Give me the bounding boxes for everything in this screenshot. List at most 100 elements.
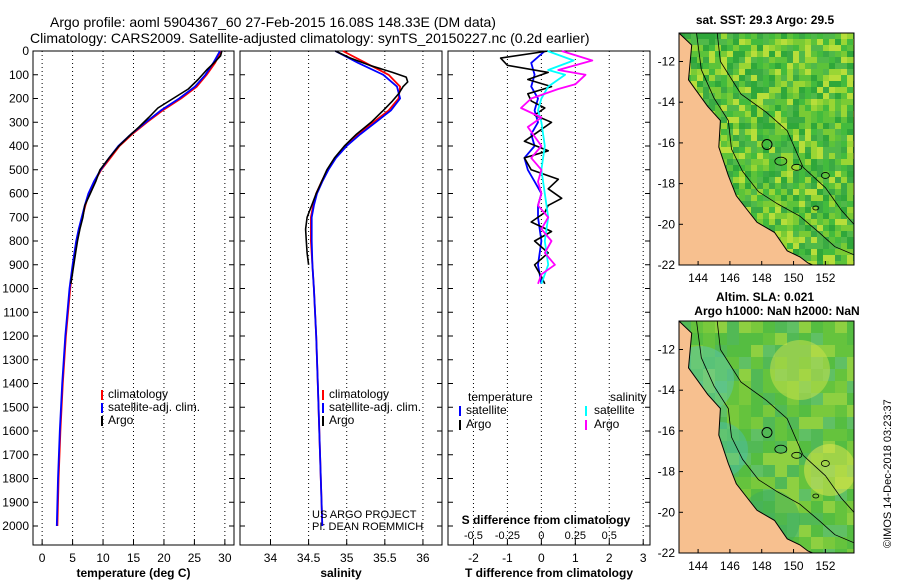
ocean-cell [703, 69, 709, 75]
ocean-cell [733, 165, 739, 171]
ocean-cell [793, 201, 799, 207]
ocean-cell [775, 213, 781, 219]
ocean-cell [847, 45, 853, 51]
x-tick-label: 34 [264, 551, 278, 565]
reef-outline [774, 156, 788, 166]
ocean-cell [829, 117, 835, 123]
ocean-cell [697, 51, 703, 57]
ocean-cell [715, 81, 721, 87]
ocean-cell [829, 153, 835, 159]
ocean-cell [835, 369, 847, 381]
ocean-cell [721, 99, 727, 105]
ocean-cell [751, 63, 757, 69]
map-frame [678, 32, 855, 266]
argo-float-marker [761, 139, 773, 151]
ocean-cell [769, 111, 775, 117]
ocean-cell [739, 105, 745, 111]
ocean-cell [739, 51, 745, 57]
ocean-cell [805, 153, 811, 159]
ocean-cell [745, 99, 751, 105]
ocean-cell [817, 201, 823, 207]
ocean-cell [847, 489, 854, 501]
ocean-cell [811, 333, 823, 345]
ocean-cell [823, 135, 829, 141]
ocean-cell [775, 219, 781, 225]
ocean-cell [733, 45, 739, 51]
ocean-cell [745, 123, 751, 129]
ocean-cell [841, 63, 847, 69]
ocean-cell [751, 33, 757, 39]
ocean-cell [799, 201, 805, 207]
ocean-cell [781, 219, 787, 225]
ocean-cell [751, 165, 757, 171]
map-x-tick-label: 150 [784, 559, 804, 573]
ocean-cell [799, 243, 805, 249]
ocean-cell [757, 45, 763, 51]
ocean-cell [733, 69, 739, 75]
ocean-cell [781, 225, 787, 231]
ocean-cell [793, 39, 799, 45]
ocean-cell [769, 87, 775, 93]
ocean-cell [841, 165, 847, 171]
ocean-cell [757, 213, 763, 219]
ocean-cell [793, 99, 799, 105]
ocean-cell [817, 87, 823, 93]
ocean-cell [781, 147, 787, 153]
ocean-cell [811, 69, 817, 75]
ocean-cell [715, 33, 721, 39]
ocean-cell [787, 405, 799, 417]
ocean-cell [739, 369, 751, 381]
ocean-cell [739, 33, 745, 39]
ocean-cell [829, 39, 835, 45]
ocean-cell [775, 171, 781, 177]
ocean-cell [703, 99, 709, 105]
ocean-cell [775, 159, 781, 165]
ocean-cell [787, 321, 799, 333]
ocean-cell [787, 153, 793, 159]
ocean-cell [835, 393, 847, 405]
ocean-cell [781, 51, 787, 57]
ocean-cell [745, 177, 751, 183]
reef-outline [791, 163, 803, 171]
ocean-cell [739, 57, 745, 63]
ocean-cell [847, 153, 853, 159]
ocean-cell [835, 99, 841, 105]
ocean-cell [751, 189, 757, 195]
ocean-cell [841, 33, 847, 39]
ocean-cell [781, 69, 787, 75]
ocean-cell [805, 117, 811, 123]
ocean-cell [775, 63, 781, 69]
ocean-cell [769, 201, 775, 207]
salinity-panel: 34 34.5 35 35.5 36 salinity climatologysatelli… [239, 50, 443, 580]
ocean-cell [847, 75, 853, 81]
map-y-tick-label: -16 [658, 424, 676, 438]
ocean-cell [739, 147, 745, 153]
ocean-cell [763, 201, 769, 207]
ocean-cell [715, 99, 721, 105]
ocean-cell [709, 51, 715, 57]
ocean-cell [757, 171, 763, 177]
ocean-cell [847, 333, 854, 345]
ocean-cell [799, 111, 805, 117]
ocean-cell [709, 45, 715, 51]
series-line-argo [304, 50, 409, 265]
ocean-cell [841, 159, 847, 165]
ocean-cell [787, 465, 799, 477]
map-y-tick-label: -20 [658, 217, 676, 231]
ocean-cell [739, 345, 751, 357]
ocean-cell [757, 165, 763, 171]
ocean-cell [847, 99, 853, 105]
reef-outline [812, 205, 820, 211]
legend-label: Argo [594, 417, 620, 431]
ocean-cell [733, 135, 739, 141]
ocean-cell [799, 207, 805, 213]
ocean-cell [841, 87, 847, 93]
ocean-cell [805, 87, 811, 93]
ocean-cell [823, 213, 829, 219]
ocean-cell [727, 405, 739, 417]
plot-frame [447, 50, 651, 546]
ocean-cell [745, 183, 751, 189]
ocean-cell [709, 81, 715, 87]
ocean-cell [847, 513, 854, 525]
ocean-cell [727, 159, 733, 165]
